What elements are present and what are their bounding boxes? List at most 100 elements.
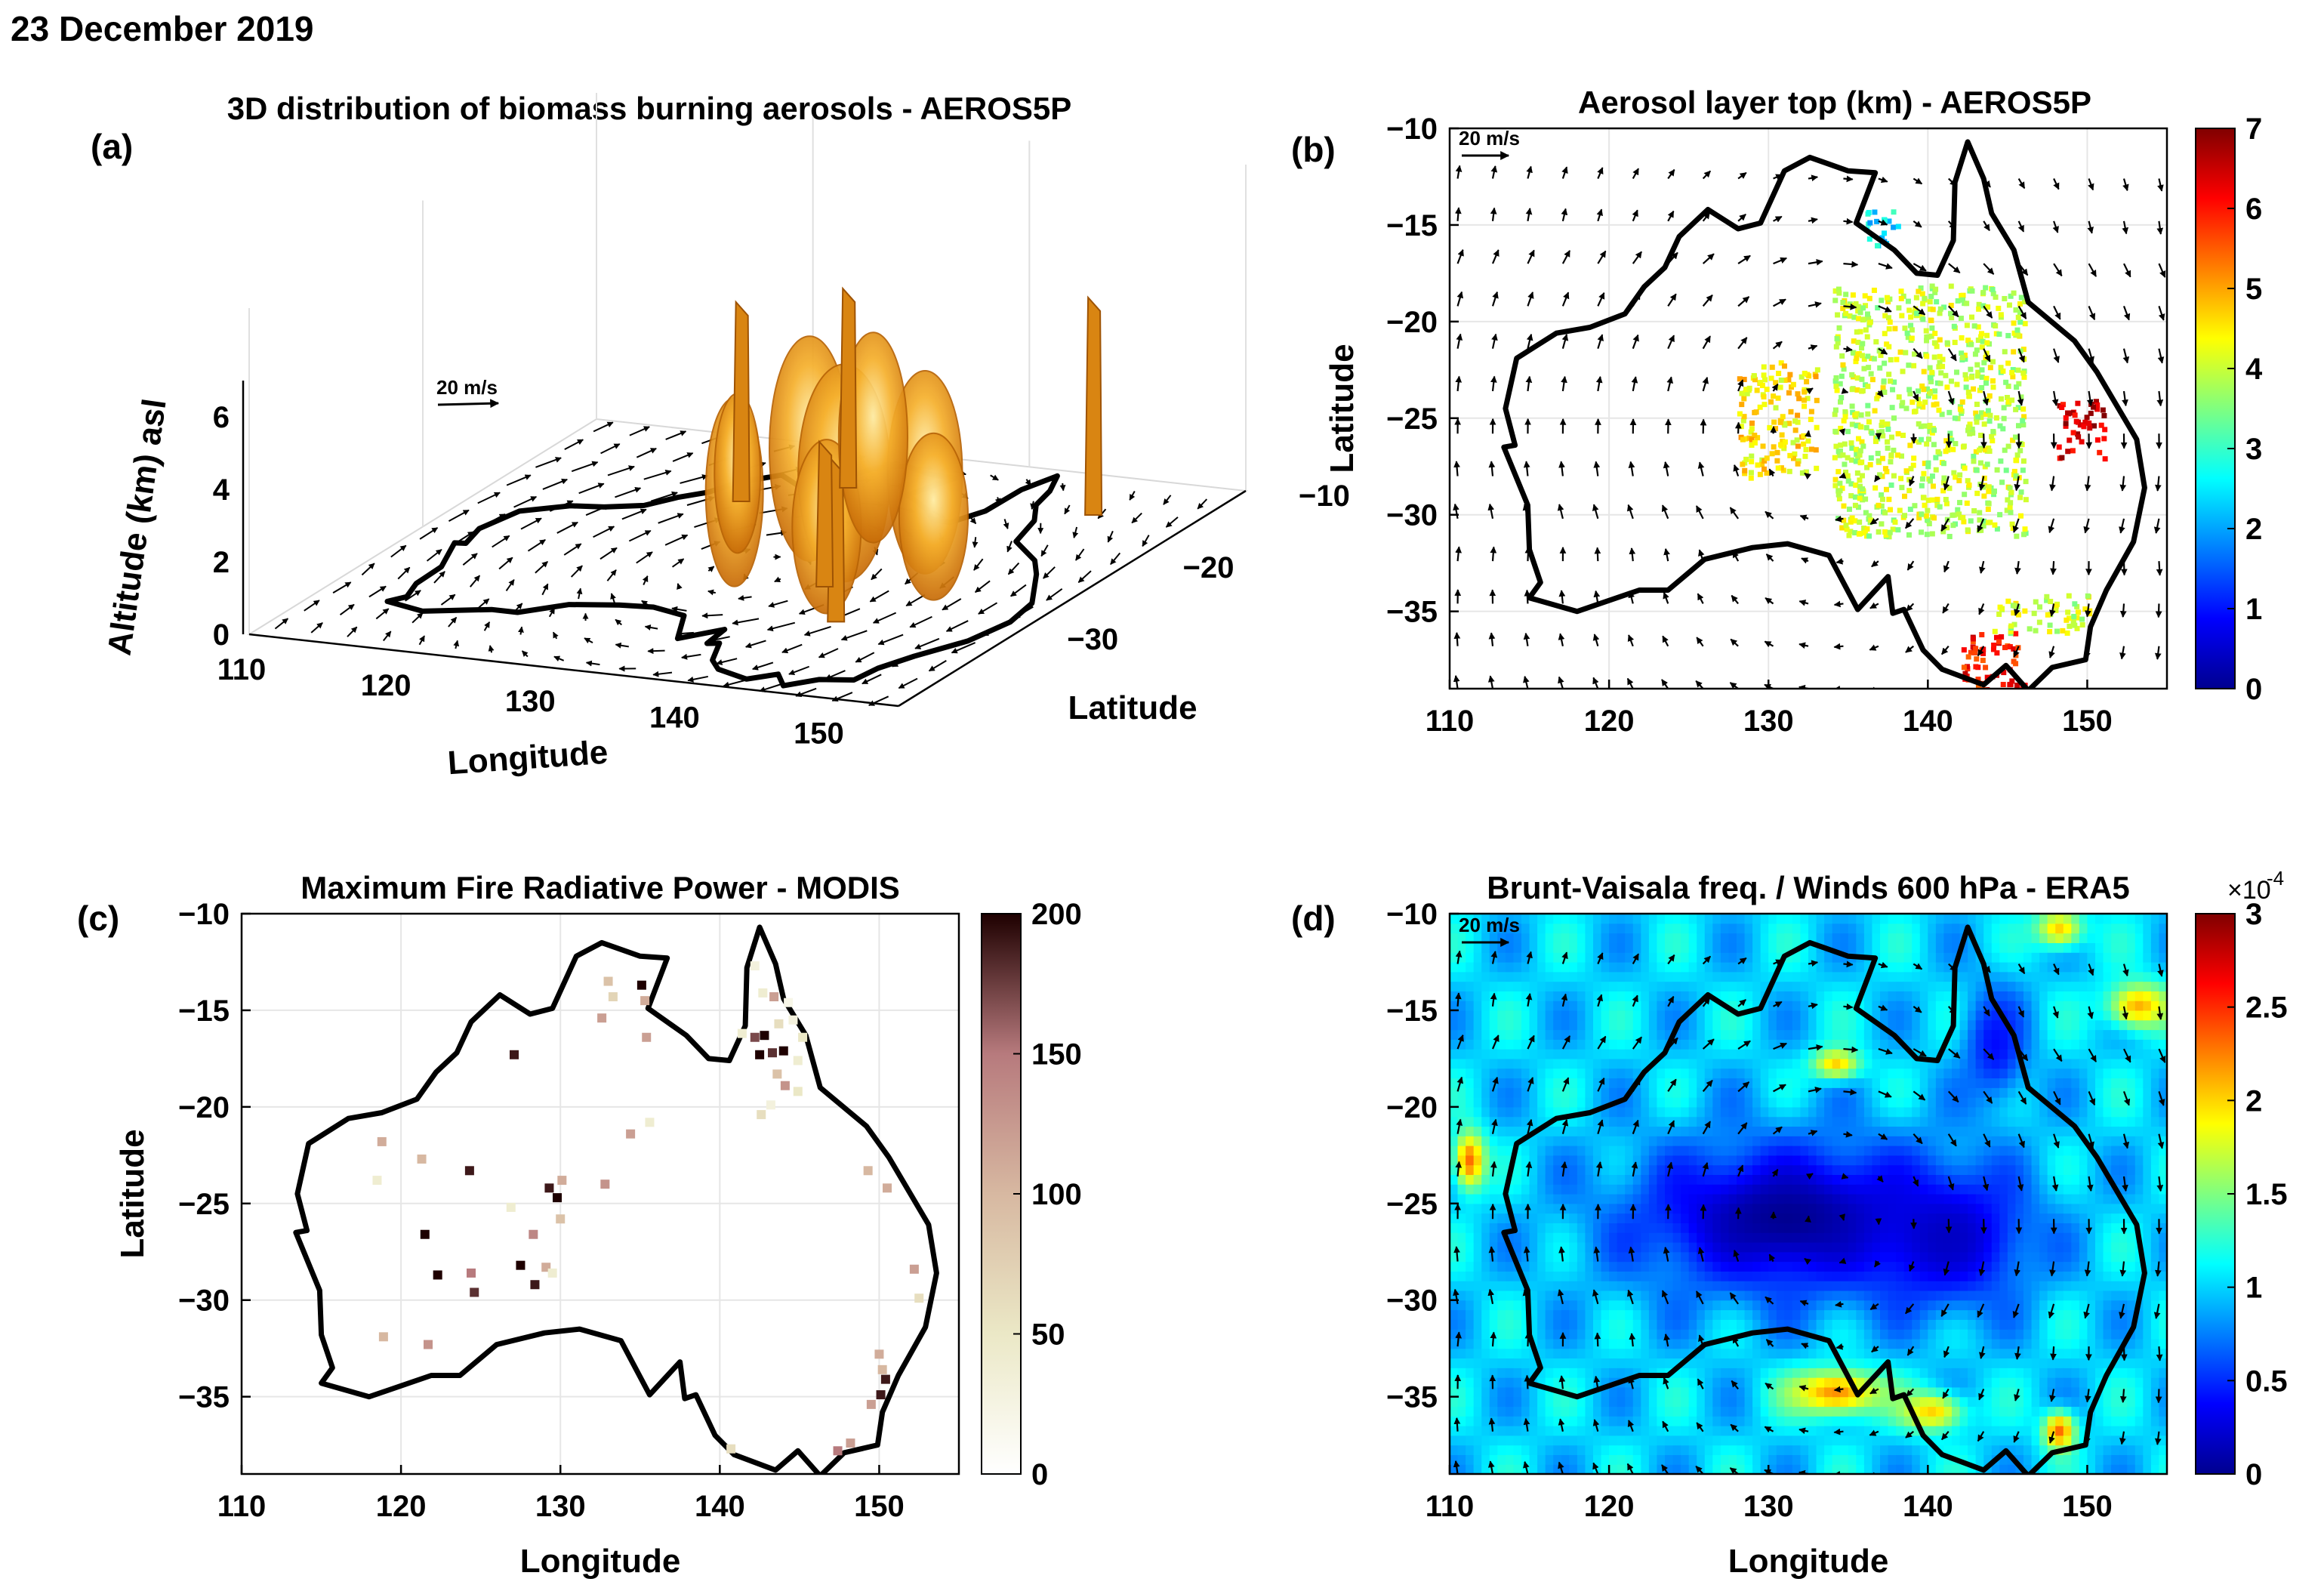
- heatmap-cell: [1744, 1406, 1753, 1417]
- heatmap-cell: [1816, 1319, 1825, 1330]
- heatmap-cell: [1856, 1358, 1865, 1368]
- heatmap-cell: [1617, 942, 1626, 953]
- heatmap-cell: [1681, 1396, 1690, 1408]
- heatmap-cell: [1824, 1116, 1833, 1127]
- heatmap-cell: [1609, 952, 1618, 963]
- heatmap-cell: [1744, 1213, 1753, 1223]
- heatmap-cell: [1457, 1416, 1466, 1426]
- heatmap-cell: [1505, 1271, 1515, 1281]
- heatmap-cell: [1466, 1396, 1475, 1408]
- heatmap-cell: [1625, 1203, 1634, 1214]
- heatmap-cell: [1537, 1078, 1546, 1088]
- aerosol-pixel: [2086, 420, 2092, 426]
- heatmap-cell: [1641, 1019, 1650, 1031]
- heatmap-cell: [1848, 1261, 1857, 1272]
- heatmap-cell: [1625, 942, 1634, 953]
- aerosol-pixel: [1786, 421, 1792, 427]
- aerosol-pixel: [2006, 302, 2012, 308]
- aerosol-pixel: [2059, 405, 2065, 411]
- heatmap-cell: [1648, 1309, 1658, 1320]
- heatmap-cell: [1752, 1010, 1761, 1021]
- heatmap-cell: [1553, 1426, 1562, 1436]
- heatmap-cell: [1545, 1290, 1554, 1301]
- wind-vector: [1873, 474, 1882, 483]
- heatmap-cell: [1800, 1435, 1809, 1446]
- wind-vector: [1871, 560, 1879, 568]
- heatmap-cell: [1784, 933, 1793, 943]
- heatmap-cell: [1609, 1174, 1618, 1185]
- aerosol-pixel: [1879, 235, 1885, 241]
- aerosol-pixel: [2081, 424, 2087, 430]
- heatmap-cell: [1561, 1426, 1570, 1436]
- heatmap-cell: [1808, 1368, 1817, 1378]
- heatmap-cell: [1697, 1300, 1706, 1311]
- fire-pixel: [914, 1294, 924, 1303]
- wind-vector: [1592, 504, 1599, 520]
- wind-vector: [671, 606, 687, 612]
- aerosol-pixel: [1771, 444, 1777, 450]
- aerosol-pixel: [1925, 464, 1931, 470]
- heatmap-cell: [1800, 1087, 1809, 1098]
- heatmap-cell: [1784, 1116, 1793, 1127]
- heatmap-cell: [1529, 991, 1538, 1001]
- heatmap-cell: [1457, 1106, 1466, 1118]
- wind-vector: [535, 457, 562, 468]
- heatmap-cell: [1497, 1058, 1506, 1069]
- aerosol-pixel: [1840, 300, 1846, 306]
- wind-vector: [871, 568, 883, 581]
- heatmap-cell: [1784, 1019, 1793, 1031]
- heatmap-cell: [1457, 1068, 1466, 1079]
- heatmap-cell: [1545, 1184, 1554, 1195]
- heatmap-cell: [1601, 1223, 1610, 1233]
- aerosol-pixel: [1905, 298, 1911, 304]
- heatmap-cell: [1697, 1039, 1706, 1050]
- heatmap-cell: [1792, 1435, 1802, 1446]
- heatmap-cell: [1856, 981, 1865, 991]
- heatmap-cell: [1744, 1386, 1753, 1398]
- aerosol-pixel: [1833, 384, 1839, 390]
- heatmap-cell: [1824, 1049, 1833, 1059]
- heatmap-cell: [1466, 1039, 1475, 1050]
- heatmap-cell: [1609, 961, 1618, 973]
- aerosol-pixel: [1968, 341, 1974, 347]
- heatmap-cell: [1665, 1097, 1674, 1108]
- heatmap-cell: [1744, 1155, 1753, 1166]
- heatmap-cell: [1808, 1445, 1817, 1456]
- heatmap-cell: [1648, 1338, 1658, 1349]
- aerosol-pixel: [1895, 527, 1901, 533]
- heatmap-cell: [1641, 1406, 1650, 1417]
- fire-pixel: [757, 1110, 766, 1120]
- heatmap-cell: [1872, 1126, 1881, 1136]
- heatmap-cell: [1720, 1358, 1730, 1368]
- heatmap-cell: [1776, 1300, 1785, 1311]
- heatmap-cell: [1450, 1203, 1459, 1214]
- aerosol-pixel: [2004, 507, 2010, 513]
- fire-pixel: [597, 1013, 607, 1023]
- y-tick-label: −20: [178, 1091, 230, 1124]
- aerosol-pixel: [1866, 210, 1872, 216]
- heatmap-cell: [1489, 1058, 1498, 1069]
- heatmap-cell: [1457, 961, 1466, 973]
- heatmap-cell: [1848, 1338, 1857, 1349]
- heatmap-cell: [1776, 1271, 1785, 1281]
- heatmap-cell: [1784, 1377, 1793, 1388]
- wind-vector: [1878, 263, 1893, 270]
- heatmap-cell: [1712, 1194, 1721, 1204]
- aerosol-pixel: [1769, 364, 1775, 370]
- aerosol-pixel: [1964, 301, 1970, 307]
- heatmap-cell: [1712, 1146, 1721, 1156]
- heatmap-cell: [1856, 1049, 1865, 1059]
- wind-vector: [672, 452, 694, 462]
- heatmap-cell: [1840, 1464, 1849, 1474]
- heatmap-cell: [1737, 1194, 1746, 1204]
- aerosol-pixel: [1890, 387, 1896, 393]
- wind-vector: [1843, 175, 1854, 183]
- heatmap-cell: [1784, 1271, 1793, 1281]
- heatmap-cell: [1648, 1184, 1658, 1195]
- heatmap-cell: [1625, 1194, 1634, 1204]
- heatmap-cell: [1665, 1058, 1674, 1069]
- heatmap-cell: [1665, 1194, 1674, 1204]
- aerosol-pixel: [1929, 473, 1935, 479]
- aerosol-pixel: [1839, 395, 1845, 401]
- heatmap-cell: [1593, 1029, 1602, 1040]
